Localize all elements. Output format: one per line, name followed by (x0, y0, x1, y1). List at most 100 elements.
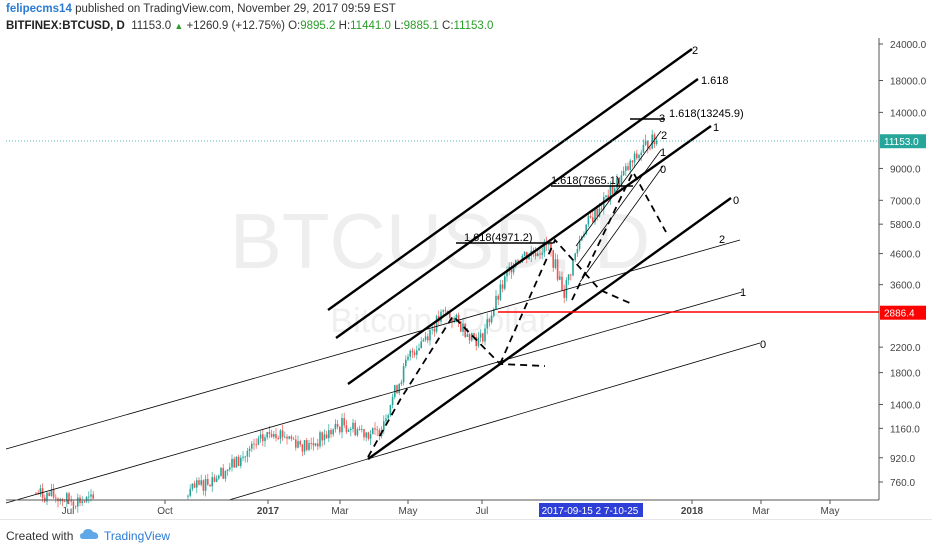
price-tick-label: 1800.0 (890, 369, 921, 380)
candle-body (81, 501, 83, 504)
candle-body (464, 323, 466, 337)
time-tick-label: May (821, 506, 840, 517)
candle-body (213, 477, 216, 482)
low-label: L: (394, 20, 404, 32)
close-value: 11153.0 (453, 20, 494, 32)
candle-body (655, 140, 658, 145)
candle-body (286, 436, 288, 439)
candle-body (292, 438, 295, 440)
candle-body (592, 217, 594, 223)
candle-body (257, 438, 260, 445)
candle-body (332, 429, 334, 435)
candle-body (625, 166, 627, 171)
candle-body (39, 488, 42, 495)
time-tick-label: Oct (157, 506, 173, 517)
outer-channel (5, 239, 761, 504)
candle-body (41, 488, 44, 498)
symbol-info: BITFINEX:BTCUSD, D 11153.0 ▲ +1260.9 (+1… (6, 20, 493, 32)
author-link[interactable]: felipecms14 (6, 3, 72, 15)
channel-label-1-top: 1 (713, 122, 719, 134)
price-tick-label: 7000.0 (890, 196, 921, 207)
price-tick-label: 2886.4 (884, 309, 915, 320)
candle-body (92, 494, 94, 499)
tradingview-brand[interactable]: TradingView (104, 529, 171, 543)
candle-body (55, 497, 57, 499)
current-price-tag (880, 134, 926, 149)
candle-body (312, 443, 315, 446)
candle-body (74, 505, 77, 507)
candle-body (383, 421, 385, 431)
candle-body (493, 309, 495, 316)
price-chart[interactable]: BTCUSD, D Bitcoin / Dollar 2 1.61 (0, 0, 932, 519)
candle-body (396, 385, 398, 394)
candle-body (631, 160, 634, 163)
price-tick-label: 14000.0 (890, 108, 927, 119)
wave-label-2: 2 (661, 130, 667, 142)
price-tick-label: 18000.0 (890, 76, 927, 87)
time-tick-label: Mar (331, 506, 349, 517)
candle-body (556, 259, 559, 280)
candle-body (484, 328, 486, 342)
candle-body (642, 144, 645, 153)
high-value: 11441.0 (350, 20, 391, 32)
candle-body (255, 444, 257, 446)
channel-label-1618: 1.618 (701, 75, 729, 87)
time-tick-label: 2018 (681, 506, 704, 517)
candle-body (275, 434, 277, 439)
plot-background (6, 38, 879, 500)
candle-body (442, 310, 444, 312)
candle-body (600, 208, 603, 210)
time-axis[interactable]: Jul Oct 2017 Mar May Jul 2017-09-15 2 7-10-25 2… (6, 499, 879, 517)
candle-body (385, 418, 387, 422)
time-tick-label: Mar (752, 506, 770, 517)
candle-body (35, 492, 37, 494)
price-axis[interactable]: 24000.0 18000.0 14000.0 11153.0 9000.0 7000.0… (878, 38, 927, 500)
symbol-name[interactable]: BITFINEX:BTCUSD, D (6, 20, 125, 32)
candle-body (499, 284, 502, 300)
candle-body (387, 415, 389, 419)
candle-body (68, 493, 70, 501)
candle-body (235, 456, 238, 468)
candle-body (435, 316, 438, 332)
candle-body (365, 432, 367, 438)
candle-body (323, 434, 326, 441)
main-channel[interactable] (327, 48, 732, 460)
candle-body (222, 467, 224, 479)
fib-marks (456, 118, 665, 244)
candle-body (288, 436, 290, 439)
candle-body (352, 422, 354, 430)
candle-body (523, 252, 526, 257)
candle-body (490, 315, 493, 323)
candle-body (341, 418, 343, 433)
candle-body (295, 439, 297, 448)
price-tick-label: 920.0 (890, 454, 915, 465)
low-value: 9885.1 (403, 20, 439, 32)
candle-body (409, 350, 411, 357)
candle-body (189, 488, 191, 496)
candle-body (411, 350, 414, 353)
candle-body (264, 437, 266, 442)
price-tick-label: 4600.0 (890, 250, 921, 261)
candle-body (611, 185, 614, 195)
candle-body (226, 469, 229, 471)
candle-body (552, 250, 554, 268)
created-with-label: Created with (6, 529, 74, 543)
candle-body (567, 274, 570, 281)
candle-body (559, 276, 561, 280)
candle-body (290, 436, 293, 439)
candle-body (334, 423, 337, 430)
candle-body (616, 177, 618, 189)
time-tick-label: 2017 (257, 506, 280, 517)
price-tick-label: 2200.0 (890, 343, 921, 354)
tradingview-cloud-icon (80, 529, 99, 539)
candle-body (644, 140, 647, 145)
candle-body (46, 492, 48, 502)
candle-body (501, 284, 504, 289)
price-tick-label: 1400.0 (890, 400, 921, 411)
candle-body (328, 430, 330, 439)
candle-body (482, 333, 484, 342)
candle-body (627, 166, 629, 170)
candle-body (614, 188, 616, 195)
candle-body (336, 423, 339, 427)
candle-body (431, 328, 433, 330)
